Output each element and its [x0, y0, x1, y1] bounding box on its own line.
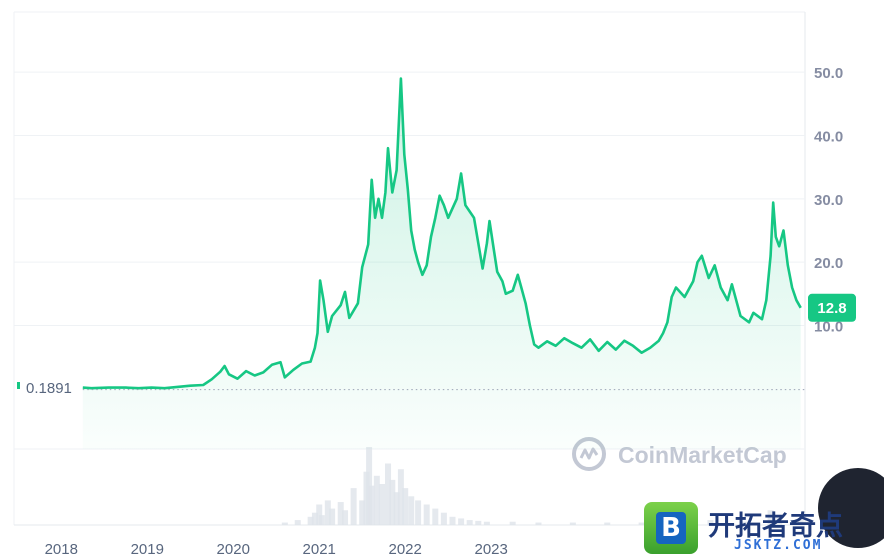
volume-bar [368, 485, 375, 525]
volume-bar [776, 516, 783, 525]
x-axis: 2018 2019 2020 2021 2022 2023 [45, 541, 508, 558]
volume-bar [408, 496, 415, 525]
volume-bar [402, 488, 409, 525]
brand-logo-icon: B [644, 502, 698, 554]
volume-bar [316, 504, 323, 525]
volume-bar [797, 520, 804, 525]
brand-name: 开拓者奇点 [708, 511, 843, 542]
volume-bar [393, 492, 400, 525]
volume-bar [604, 522, 611, 525]
volume-bar [475, 520, 482, 525]
volume-bar [281, 522, 288, 525]
start-price-marker [17, 382, 20, 389]
x-tick-label: 2021 [303, 541, 336, 558]
y-tick-label: 20.0 [814, 255, 843, 272]
y-tick-label: 40.0 [814, 129, 843, 146]
floating-action-button[interactable] [818, 468, 884, 548]
start-price-label: 0.1891 [26, 380, 72, 397]
volume-bar [359, 500, 366, 525]
volume-bar [385, 463, 392, 525]
y-tick-label: 50.0 [814, 65, 843, 82]
volume-bar [389, 479, 396, 525]
volume-bar [311, 512, 318, 525]
volume-bar [741, 521, 748, 525]
volume-bar [432, 508, 439, 525]
x-tick-label: 2022 [389, 541, 422, 558]
volume-bar [707, 520, 714, 525]
y-tick-label: 30.0 [814, 192, 843, 209]
price-line [82, 77, 802, 390]
last-price-badge: 12.8 [808, 293, 856, 322]
volume-bar [509, 521, 516, 525]
volume-bar [350, 488, 357, 525]
price-area-fill [82, 78, 801, 449]
volume-bar [415, 500, 422, 525]
volume-area [281, 447, 804, 525]
x-tick-label: 2018 [45, 541, 78, 558]
volume-bar [483, 521, 490, 525]
volume-bar [397, 469, 404, 525]
volume-bar [423, 504, 430, 525]
brand-domain: JSKTZ.COM [734, 538, 823, 553]
volume-bar [329, 508, 336, 525]
volume-bar [535, 522, 542, 525]
x-tick-label: 2020 [217, 541, 250, 558]
volume-bar [337, 502, 344, 525]
volume-bar [466, 520, 473, 525]
volume-bar [569, 522, 576, 525]
volume-bar [373, 475, 380, 525]
volume-bar [378, 484, 385, 525]
volume-bar [307, 516, 314, 525]
volume-bar [638, 522, 645, 525]
volume-bar [440, 512, 447, 525]
x-tick-label: 2023 [474, 541, 507, 558]
x-tick-label: 2019 [131, 541, 164, 558]
volume-bar [767, 510, 774, 525]
volume-bar [318, 515, 325, 525]
y-axis: 50.0 40.0 30.0 20.0 10.0 [814, 65, 843, 335]
last-price-label: 12.8 [817, 300, 846, 317]
volume-bar [294, 520, 301, 525]
site-watermark-brand: B 开拓者奇点 JSKTZ.COM [642, 500, 884, 558]
volume-bar [458, 518, 465, 525]
volume-bar [342, 510, 349, 525]
volume-bar [449, 516, 456, 525]
y-tick-label: 10.0 [814, 319, 843, 336]
volume-bar [324, 500, 331, 525]
brand-logo-letter: B [656, 512, 686, 544]
